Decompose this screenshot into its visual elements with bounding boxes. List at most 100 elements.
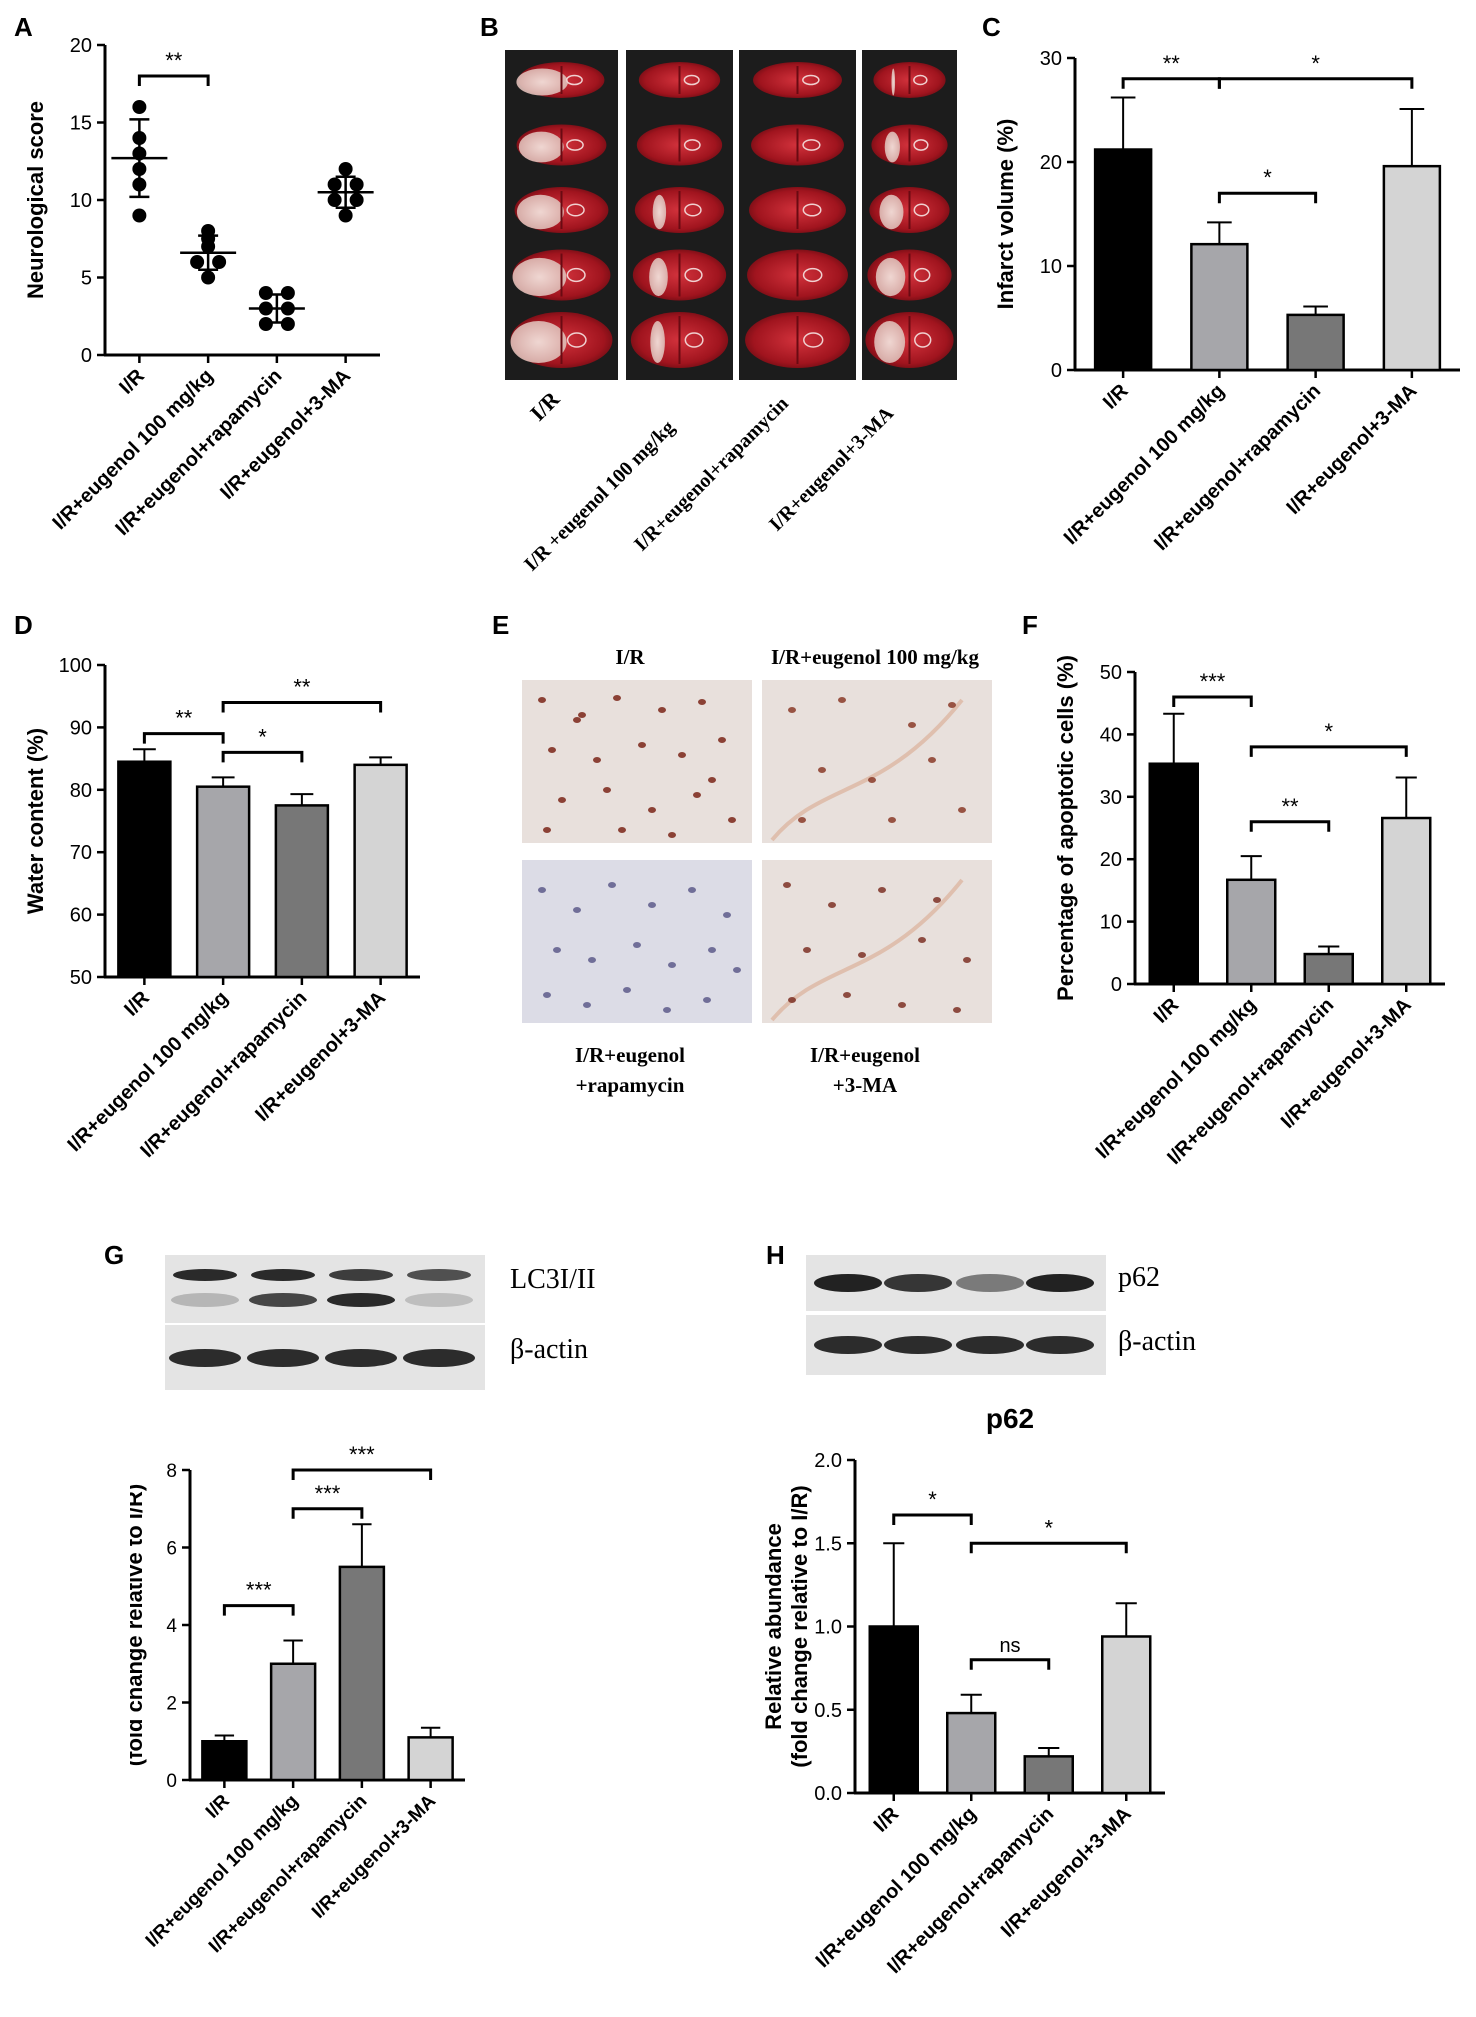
ventricle (683, 74, 700, 86)
chart-g: 02468LC3II/I ratio(fold change relative … (130, 1442, 465, 1957)
panel-letter-h: H (766, 1240, 785, 1270)
y-tick-label: 15 (70, 113, 92, 135)
ventricle (803, 332, 824, 348)
bar (1023, 1755, 1074, 1795)
data-point (201, 270, 216, 285)
cell-nucleus (638, 742, 646, 748)
data-point (132, 131, 147, 145)
band-lc3-i (407, 1269, 471, 1281)
bar (338, 1565, 386, 1782)
y-axis-label: Infarct volume (%) (993, 119, 1018, 310)
histology-tile (522, 680, 752, 843)
significance-label: * (258, 724, 267, 749)
cell-nucleus (718, 737, 726, 743)
y-tick-label: 0.5 (814, 1700, 842, 1722)
band-p62 (1026, 1274, 1094, 1292)
y-axis-label: (fold change relative to I/R) (130, 1484, 147, 1766)
cell-nucleus (618, 827, 626, 833)
significance-bracket (892, 1513, 973, 1525)
panel-e-label-rapamycin-line1: I/R+eugenol (575, 1043, 685, 1067)
cell-nucleus (788, 707, 796, 713)
significance-bracket (291, 1468, 433, 1480)
data-point (132, 162, 147, 176)
cell-nucleus (538, 697, 546, 703)
cell-nucleus (733, 967, 741, 973)
band-lc3-ii (171, 1293, 239, 1307)
significance-label: ** (175, 706, 193, 731)
blot-h-label-p62: p62 (1118, 1262, 1160, 1293)
significance-label: * (1044, 1515, 1053, 1540)
cell-nucleus (613, 695, 621, 701)
cell-nucleus (858, 952, 866, 958)
bar (946, 1711, 997, 1795)
panel-e-label-rapamycin-line2: +rapamycin (575, 1073, 685, 1097)
cell-nucleus (838, 697, 846, 703)
tile-background (522, 680, 752, 843)
cell-nucleus (603, 787, 611, 793)
ventricle (684, 332, 704, 348)
y-tick-label: 0 (1111, 974, 1122, 996)
cell-nucleus (868, 777, 876, 783)
band-lc3-ii (327, 1293, 395, 1307)
y-tick-label: 20 (70, 35, 92, 57)
data-point (258, 301, 273, 316)
significance-label: * (1311, 51, 1320, 76)
data-point (338, 208, 353, 223)
y-tick-label: 70 (70, 842, 92, 864)
band-actin (247, 1349, 319, 1367)
significance-bracket (1121, 77, 1221, 89)
infarct-area (516, 68, 568, 96)
y-tick-label: 2 (166, 1694, 177, 1715)
panel-e-label-3ma-line2: +3-MA (832, 1073, 898, 1097)
x-tick-label: I/R (202, 1790, 234, 1822)
significance-bracket (1249, 745, 1408, 757)
significance-bracket (142, 732, 225, 744)
ventricle (913, 203, 930, 217)
ventricle (566, 203, 585, 217)
cell-nucleus (708, 947, 716, 953)
panel-letter-e: E (492, 610, 510, 640)
cell-nucleus (608, 882, 616, 888)
y-tick-label: 8 (166, 1461, 177, 1482)
histology-tile (522, 860, 752, 1023)
panel-letter-d: D (14, 610, 33, 640)
panel-e-label-ir: I/R (615, 645, 645, 669)
panel-b-label-3ma: I/R+eugenol+3-MA (765, 402, 899, 536)
cell-nucleus (538, 887, 546, 893)
data-point (258, 317, 273, 331)
x-tick-label: I/R (120, 987, 154, 1021)
cell-nucleus (948, 702, 956, 708)
cell-nucleus (843, 992, 851, 998)
ventricle (913, 74, 928, 86)
infarct-area (518, 131, 564, 163)
y-tick-label: 2.0 (814, 1450, 842, 1472)
y-axis-label: Water content (%) (23, 728, 48, 914)
data-point (338, 162, 353, 176)
significance-bracket (221, 750, 304, 763)
significance-label: *** (1200, 669, 1226, 694)
bar (1148, 762, 1199, 986)
cell-nucleus (698, 699, 706, 705)
y-tick-label: 20 (1040, 152, 1062, 174)
panel-letter-a: A (14, 12, 33, 42)
band-lc3-i (329, 1269, 393, 1281)
cell-nucleus (633, 942, 641, 948)
band-p62 (884, 1274, 952, 1292)
infarct-area (891, 68, 896, 96)
cell-nucleus (788, 997, 796, 1003)
bar (1226, 878, 1277, 986)
y-tick-label: 30 (1100, 787, 1122, 809)
significance-bracket (969, 1658, 1051, 1670)
data-point (349, 177, 364, 192)
cell-nucleus (593, 757, 601, 763)
cell-nucleus (933, 897, 941, 903)
panel-letter-b: B (480, 12, 499, 42)
ventricle (684, 267, 703, 283)
brain-slices-image (505, 50, 957, 380)
ventricle (566, 332, 587, 348)
cell-nucleus (928, 757, 936, 763)
blot-h-label-actin: β-actin (1118, 1326, 1196, 1357)
cell-nucleus (798, 817, 806, 823)
y-axis-label: (fold change relative to I/R) (787, 1485, 812, 1767)
x-tick-label: I/R+eugenol+3-MA (1277, 994, 1416, 1133)
